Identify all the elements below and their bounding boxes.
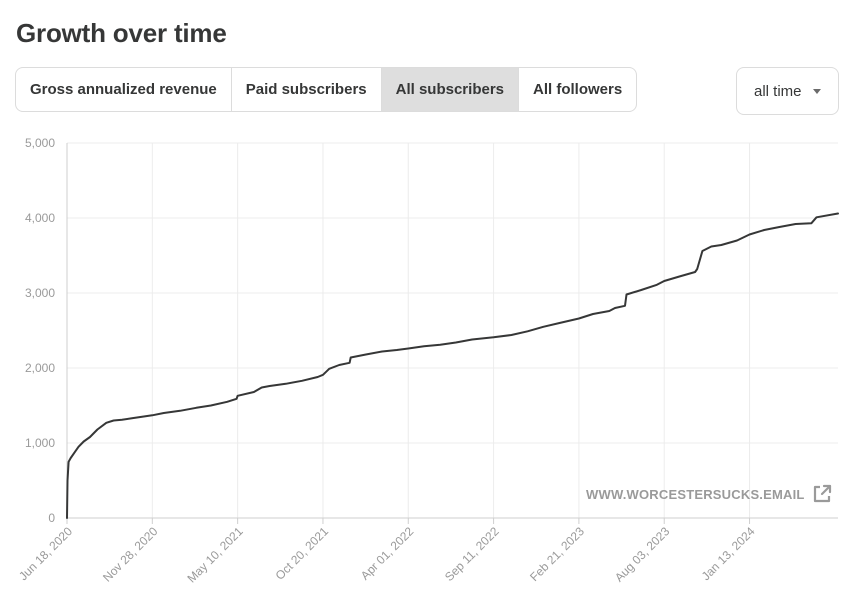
- watermark-text: WWW.WORCESTERSUCKS.EMAIL: [586, 486, 805, 502]
- tab-paid-subscribers[interactable]: Paid subscribers: [232, 68, 382, 111]
- x-tick-label: Sep 11, 2022: [442, 524, 502, 584]
- tab-all-followers[interactable]: All followers: [533, 81, 623, 98]
- time-range-select[interactable]: all time: [736, 67, 839, 115]
- x-tick-label: Apr 01, 2022: [358, 524, 417, 583]
- caret-down-icon: [813, 89, 821, 94]
- time-range-value: all time: [754, 82, 802, 100]
- y-tick-label: 4,000: [25, 211, 55, 225]
- x-tick-label: Aug 03, 2023: [612, 524, 673, 585]
- x-tick-label: Oct 20, 2021: [273, 524, 332, 583]
- x-tick-label: Jan 13, 2024: [699, 524, 758, 583]
- x-tick-label: Jun 18, 2020: [16, 524, 75, 583]
- y-tick-label: 3,000: [25, 286, 55, 300]
- y-tick-label: 0: [48, 511, 55, 525]
- y-tick-label: 1,000: [25, 436, 55, 450]
- x-tick-label: May 10, 2021: [184, 524, 246, 586]
- x-tick-label: Nov 28, 2020: [100, 524, 161, 585]
- page-title: Growth over time: [16, 18, 227, 48]
- metric-tabs: Gross annualized revenue Paid subscriber…: [15, 67, 638, 112]
- x-tick-label: Feb 21, 2023: [527, 524, 587, 584]
- tab-all-subscribers[interactable]: All subscribers: [381, 68, 520, 111]
- y-tick-label: 2,000: [25, 361, 55, 375]
- y-tick-label: 5,000: [25, 136, 55, 150]
- series-line: [66, 212, 839, 519]
- tab-gross-annualized-revenue[interactable]: Gross annualized revenue: [16, 68, 232, 111]
- external-link-icon: [813, 484, 831, 503]
- watermark-link[interactable]: WWW.WORCESTERSUCKS.EMAIL: [586, 483, 833, 505]
